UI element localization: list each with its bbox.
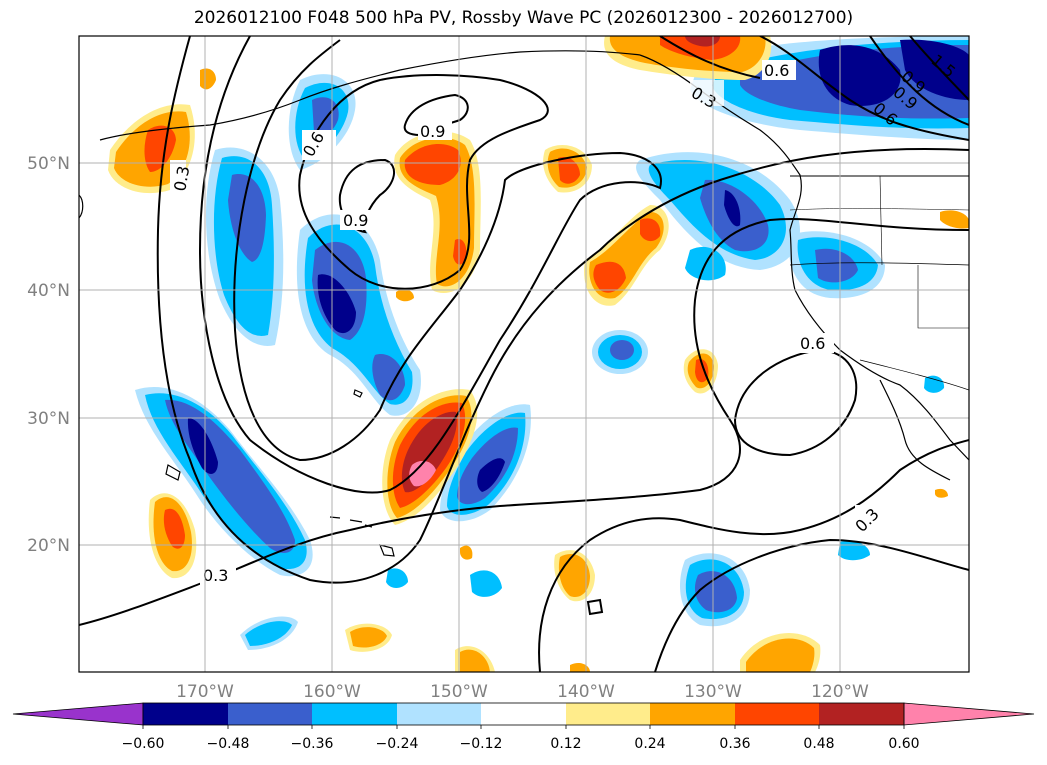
- lat-label: 20°N: [27, 536, 70, 556]
- negative-anomaly-north-coast: [636, 152, 800, 270]
- negative-anomaly-sw-band: [135, 386, 313, 577]
- lat-label: 40°N: [27, 281, 70, 301]
- lon-label: 150°W: [430, 682, 488, 702]
- pv-contours: [79, 36, 969, 672]
- negative-anomaly-small-cells: [240, 330, 945, 650]
- colorbar-tick-label: 0.60: [888, 736, 919, 752]
- lon-label: 170°W: [176, 682, 234, 702]
- latitude-labels: 20°N 30°N 40°N 50°N: [27, 154, 70, 556]
- colorbar-tick-label: 0.24: [634, 736, 665, 752]
- contour-label: 0.9: [343, 211, 368, 230]
- colorbar-tick-label: 0.12: [550, 736, 581, 752]
- positive-anomaly-south: [148, 210, 969, 672]
- longitude-labels: 170°W 160°W 150°W 140°W 130°W 120°W: [176, 682, 869, 702]
- colorbar-tick-label: −0.24: [376, 736, 419, 752]
- gridlines: [79, 36, 969, 672]
- negative-anomaly-155w: [296, 214, 421, 416]
- colorbar-segment: [819, 703, 904, 725]
- colorbar-segment: [397, 703, 481, 725]
- colorbar: −0.60 −0.48 −0.36 −0.24 −0.12 0.12 0.24 …: [12, 702, 1035, 752]
- colorbar-tick-label: −0.60: [122, 736, 165, 752]
- lon-label: 130°W: [684, 682, 742, 702]
- lat-label: 50°N: [27, 154, 70, 174]
- colorbar-segment: [312, 703, 397, 725]
- lon-label: 120°W: [811, 682, 869, 702]
- contour-label: 0.6: [800, 334, 825, 353]
- colorbar-tick-label: 0.48: [803, 736, 834, 752]
- colorbar-over-extension: [903, 702, 1035, 726]
- colorbar-segment: [228, 703, 312, 725]
- colorbar-segment: [143, 703, 228, 725]
- colorbar-tick-label: −0.36: [291, 736, 334, 752]
- contour-label: 0.9: [420, 122, 445, 141]
- colorbar-tick-label: −0.12: [460, 736, 503, 752]
- contour-label: 0.6: [764, 61, 789, 80]
- colorbar-tick-label: −0.48: [207, 736, 250, 752]
- contour-label: 0.3: [170, 164, 193, 192]
- negative-anomaly-145w: [440, 404, 531, 522]
- colorbar-segment: [650, 703, 735, 725]
- lon-label: 160°W: [303, 682, 361, 702]
- map-frame: [78, 35, 970, 673]
- positive-anomaly-north-edge: [604, 36, 772, 80]
- colorbar-tick-label: 0.36: [719, 736, 750, 752]
- contour-label: 0.3: [203, 566, 228, 585]
- colorbar-under-extension: [12, 702, 144, 726]
- negative-anomaly-170w: [205, 147, 284, 346]
- lat-label: 30°N: [27, 409, 70, 429]
- colorbar-segment: [481, 703, 566, 725]
- colorbar-segment: [566, 703, 650, 725]
- lon-label: 140°W: [557, 682, 615, 702]
- map-title: 2026012100 F048 500 hPa PV, Rossby Wave …: [193, 8, 854, 28]
- colorbar-segment: [735, 703, 819, 725]
